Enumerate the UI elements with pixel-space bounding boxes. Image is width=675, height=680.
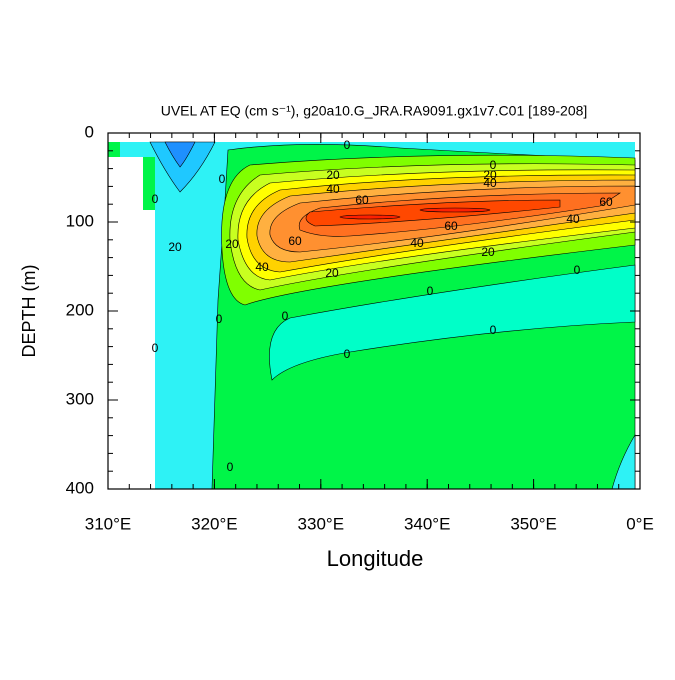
contour-label: 0 [152,192,159,206]
contour-label: 40 [326,182,340,196]
contour-label: 40 [483,176,497,190]
contour-label: 40 [255,260,269,274]
fill-level [339,214,401,220]
y-tick-label: 400 [66,478,94,497]
x-tick-label: 350°E [510,514,557,533]
land-mask [108,157,155,489]
contour-label: 20 [483,168,497,182]
x-axis-label: Longitude [327,546,424,571]
contour-label: 0 [344,138,351,152]
contour-label: 60 [288,234,302,248]
contour-label: 0 [282,309,289,323]
y-tick-label: 300 [66,389,94,408]
x-tick-label: 340°E [404,514,451,533]
y-axis-label: DEPTH (m) [19,265,39,358]
contour-label: 0 [227,460,234,474]
x-tick-label: 330°E [298,514,345,533]
x-tick-label: 0°E [626,514,654,533]
chart-title: UVEL AT EQ (cm s⁻¹), g20a10.G_JRA.RA9091… [161,103,588,119]
contour-label: 60 [355,193,369,207]
fill-level [143,157,155,210]
y-tick-label: 200 [66,300,94,319]
contour-label: 0 [219,172,226,186]
contour-label: 20 [325,266,339,280]
x-tick-label: 320°E [191,514,238,533]
fill-level [164,141,196,168]
x-tick-label: 310°E [85,514,132,533]
contour-label: 60 [599,195,613,209]
fill-level [108,142,120,157]
contour-label: 0 [216,312,223,326]
contour-label: 0 [574,263,581,277]
contour-label: 60 [444,219,458,233]
y-tick-label: 0 [85,122,94,141]
contour-label: 20 [481,245,495,259]
fill-level [149,141,216,193]
contour-label: 20 [225,237,239,251]
contour-label: 0 [427,284,434,298]
contour-fill [108,141,636,490]
contour-label: 0 [490,158,497,172]
fill-level [269,264,636,381]
contour-label: 40 [410,236,424,250]
y-tick-label: 100 [66,211,94,230]
contour-label: 20 [168,240,182,254]
contour-label: 20 [326,168,340,182]
contour-label: 40 [566,212,580,226]
contour-label: 0 [490,323,497,337]
contour-label: 0 [152,341,159,355]
fill-level [305,199,561,227]
contour-label: 0 [344,347,351,361]
fill-level [419,207,491,213]
